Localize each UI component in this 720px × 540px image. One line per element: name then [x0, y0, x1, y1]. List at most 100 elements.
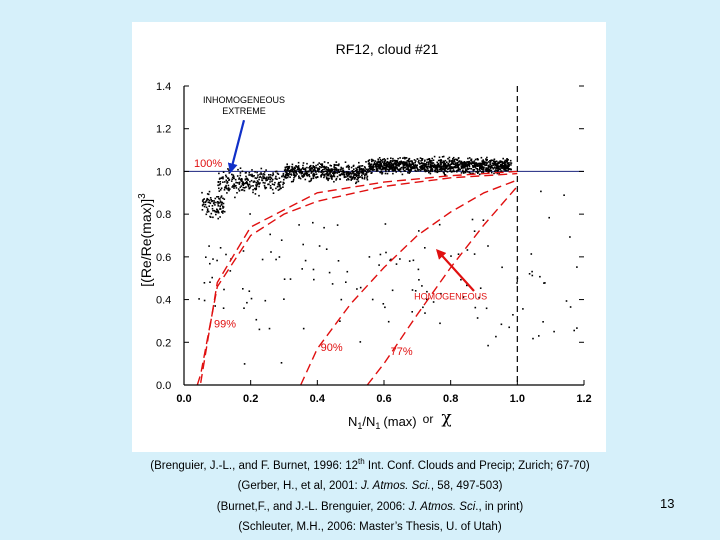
- scatter-point: [464, 161, 466, 164]
- scatter-point: [553, 330, 555, 333]
- scatter-point: [245, 186, 247, 188]
- scatter-point: [205, 199, 208, 202]
- scatter-point: [368, 163, 371, 165]
- scatter-point: [452, 158, 454, 160]
- scatter-point: [427, 169, 430, 172]
- annotation-text: INHOMOGENEOUS: [203, 95, 285, 105]
- y-axis-label-main: [(Re/Re(max)]: [138, 199, 154, 287]
- reference-text: (Brenguier, J.-L., and F. Burnet, 1996: …: [150, 459, 359, 472]
- reference-text: (Gerber, H., et al, 2001:: [237, 480, 361, 493]
- scatter-point: [442, 160, 445, 162]
- scatter-point: [573, 329, 575, 332]
- scatter-point: [304, 167, 307, 170]
- scatter-point: [245, 175, 247, 178]
- scatter-point: [448, 156, 451, 159]
- scatter-point: [383, 168, 386, 170]
- scatter-point: [466, 168, 469, 170]
- scatter-point: [243, 187, 246, 189]
- scatter-point: [369, 170, 371, 173]
- scatter-point: [382, 165, 384, 168]
- scatter-point: [231, 178, 233, 180]
- y-tick-label: 1.4: [156, 81, 171, 93]
- scatter-point: [393, 169, 395, 171]
- scatter-point: [339, 168, 342, 171]
- scatter-point: [284, 171, 287, 173]
- scatter-point: [466, 249, 469, 251]
- scatter-point: [426, 158, 429, 161]
- scatter-point: [314, 169, 317, 172]
- scatter-point: [341, 173, 343, 175]
- scatter-point: [308, 167, 310, 169]
- scatter-point: [286, 174, 288, 176]
- scatter-point: [510, 164, 512, 166]
- scatter-point: [266, 179, 268, 181]
- scatter-point: [497, 168, 499, 170]
- scatter-point: [264, 182, 266, 184]
- scatter-point: [312, 268, 315, 271]
- scatter-point: [268, 327, 271, 330]
- scatter-point: [444, 166, 447, 169]
- scatter-point: [418, 163, 421, 165]
- scatter-point: [481, 166, 484, 169]
- scatter-point: [203, 299, 206, 302]
- scatter-point: [369, 163, 372, 166]
- x-axis-label: N1/N1 (max) or χ: [348, 408, 452, 431]
- scatter-point: [539, 275, 541, 278]
- scatter-point: [248, 187, 250, 190]
- scatter-point: [442, 167, 445, 169]
- scatter-point: [399, 163, 401, 166]
- scatter-point: [255, 184, 257, 186]
- scatter-point: [442, 168, 444, 170]
- scatter-point: [256, 171, 258, 174]
- scatter-point: [500, 170, 503, 173]
- scatter-point: [336, 169, 338, 171]
- scatter-point: [345, 171, 348, 173]
- scatter-point: [522, 308, 524, 310]
- scatter-point: [377, 158, 379, 161]
- scatter-point: [466, 161, 468, 163]
- scatter-point: [489, 169, 492, 172]
- scatter-point: [241, 182, 244, 185]
- scatter-point: [396, 160, 398, 162]
- scatter-point: [371, 168, 373, 170]
- scatter-point: [390, 168, 393, 170]
- scatter-point: [318, 162, 320, 164]
- scatter-point: [362, 171, 365, 174]
- scatter-point: [347, 175, 349, 178]
- scatter-point: [460, 160, 463, 163]
- x-label-sub2: 1: [375, 421, 380, 431]
- scatter-point: [424, 164, 426, 167]
- scatter-point: [208, 245, 210, 247]
- scatter-point: [223, 198, 226, 200]
- scatter-point: [410, 166, 412, 169]
- scatter-point: [473, 162, 476, 164]
- scatter-point: [353, 174, 356, 176]
- scatter-point: [361, 171, 363, 173]
- scatter-point: [460, 172, 463, 174]
- scatter-point: [538, 335, 540, 337]
- scatter-point: [421, 285, 423, 287]
- scatter-point: [229, 188, 231, 190]
- scatter-point: [462, 296, 465, 299]
- scatter-point: [319, 166, 321, 168]
- scatter-point: [286, 176, 289, 179]
- scatter-point: [495, 160, 498, 163]
- scatter-point: [357, 174, 360, 176]
- scatter-point: [291, 163, 294, 166]
- scatter-point: [218, 187, 220, 190]
- scatter-point: [339, 178, 341, 180]
- scatter-point: [255, 177, 258, 180]
- scatter-point: [212, 209, 214, 212]
- scatter-point: [272, 192, 275, 194]
- scatter-point: [351, 177, 354, 179]
- scatter-point: [261, 173, 263, 175]
- scatter-point: [379, 168, 381, 170]
- scatter-point: [315, 164, 317, 167]
- scatter-point: [345, 176, 347, 178]
- scatter-point: [379, 160, 382, 163]
- scatter-point: [217, 217, 219, 220]
- scatter-point: [467, 163, 469, 165]
- scatter-point: [311, 170, 314, 173]
- scatter-point: [243, 307, 245, 309]
